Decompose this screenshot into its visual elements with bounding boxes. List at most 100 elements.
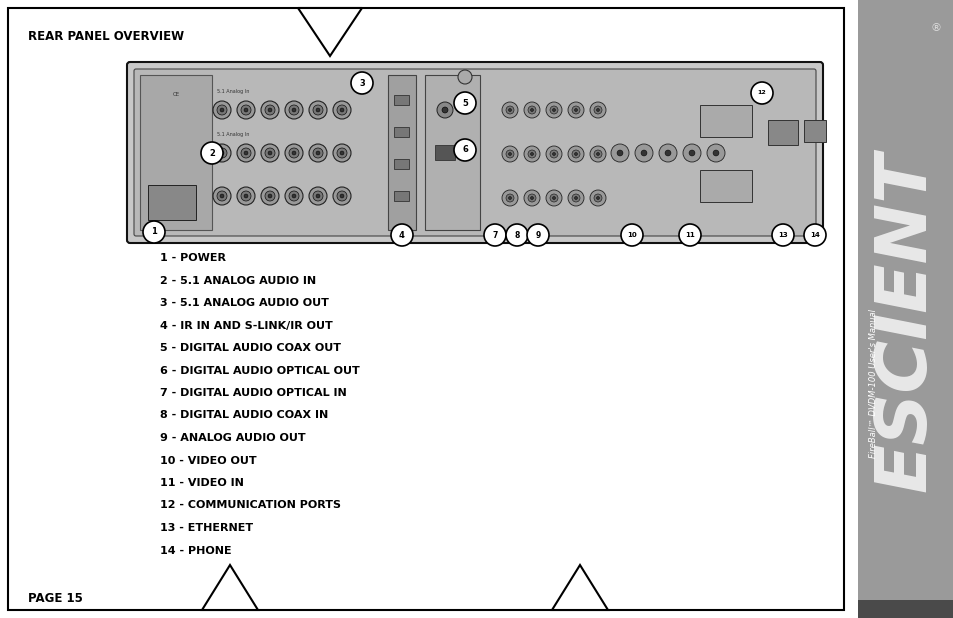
Circle shape — [550, 106, 558, 114]
Circle shape — [545, 146, 561, 162]
Circle shape — [803, 224, 825, 246]
Polygon shape — [202, 565, 257, 610]
Text: 3 - 5.1 ANALOG AUDIO OUT: 3 - 5.1 ANALOG AUDIO OUT — [160, 298, 329, 308]
Text: 12 - COMMUNICATION PORTS: 12 - COMMUNICATION PORTS — [160, 501, 340, 510]
Circle shape — [659, 144, 677, 162]
Circle shape — [567, 102, 583, 118]
Text: 7 - DIGITAL AUDIO OPTICAL IN: 7 - DIGITAL AUDIO OPTICAL IN — [160, 388, 346, 398]
Circle shape — [339, 151, 344, 155]
Circle shape — [241, 105, 251, 115]
Bar — [700, 170, 751, 202]
Polygon shape — [552, 565, 607, 610]
Text: 10: 10 — [626, 232, 637, 238]
Circle shape — [292, 194, 295, 198]
Circle shape — [244, 108, 248, 112]
Circle shape — [530, 153, 533, 156]
Circle shape — [664, 150, 670, 156]
Circle shape — [526, 224, 548, 246]
Bar — [857, 600, 953, 618]
Text: 2: 2 — [209, 148, 214, 158]
Circle shape — [589, 146, 605, 162]
Circle shape — [501, 190, 517, 206]
Text: 12: 12 — [757, 90, 765, 96]
Circle shape — [679, 224, 700, 246]
Circle shape — [640, 150, 646, 156]
Circle shape — [501, 146, 517, 162]
Text: 1 - POWER: 1 - POWER — [160, 253, 226, 263]
Circle shape — [545, 102, 561, 118]
Circle shape — [567, 190, 583, 206]
Circle shape — [457, 70, 472, 84]
Circle shape — [241, 191, 251, 201]
Circle shape — [244, 151, 248, 155]
Circle shape — [244, 194, 248, 198]
Circle shape — [508, 153, 511, 156]
Circle shape — [265, 191, 274, 201]
FancyBboxPatch shape — [133, 69, 815, 236]
Circle shape — [505, 106, 514, 114]
Circle shape — [220, 151, 224, 155]
Circle shape — [336, 191, 347, 201]
Circle shape — [436, 102, 453, 118]
Circle shape — [391, 224, 413, 246]
Bar — [767, 120, 797, 145]
Circle shape — [527, 194, 536, 202]
Circle shape — [508, 109, 511, 111]
Circle shape — [552, 109, 555, 111]
Circle shape — [527, 106, 536, 114]
Circle shape — [216, 191, 227, 201]
Circle shape — [201, 142, 223, 164]
Circle shape — [268, 108, 272, 112]
Circle shape — [505, 194, 514, 202]
Text: 11: 11 — [684, 232, 694, 238]
Circle shape — [530, 197, 533, 200]
Circle shape — [292, 151, 295, 155]
Circle shape — [552, 197, 555, 200]
Circle shape — [596, 153, 598, 156]
Circle shape — [315, 194, 319, 198]
Circle shape — [527, 150, 536, 158]
Circle shape — [216, 105, 227, 115]
Circle shape — [285, 144, 303, 162]
Circle shape — [216, 148, 227, 158]
Circle shape — [574, 153, 577, 156]
Circle shape — [596, 197, 598, 200]
Text: 8 - DIGITAL AUDIO COAX IN: 8 - DIGITAL AUDIO COAX IN — [160, 410, 328, 420]
Circle shape — [309, 144, 327, 162]
Text: 8: 8 — [514, 231, 519, 240]
Circle shape — [574, 109, 577, 111]
Bar — [394, 127, 409, 137]
Circle shape — [617, 150, 622, 156]
Circle shape — [610, 144, 628, 162]
Circle shape — [706, 144, 724, 162]
Text: 14: 14 — [809, 232, 819, 238]
Text: 2 - 5.1 ANALOG AUDIO IN: 2 - 5.1 ANALOG AUDIO IN — [160, 276, 315, 286]
Circle shape — [261, 187, 278, 205]
Circle shape — [505, 224, 527, 246]
Bar — [700, 105, 751, 137]
Text: ®: ® — [929, 23, 941, 33]
Circle shape — [339, 194, 344, 198]
Bar — [394, 95, 409, 105]
Circle shape — [523, 146, 539, 162]
Circle shape — [620, 224, 642, 246]
Circle shape — [594, 106, 601, 114]
Circle shape — [572, 194, 579, 202]
Bar — [388, 75, 416, 230]
Circle shape — [336, 148, 347, 158]
Circle shape — [552, 153, 555, 156]
Circle shape — [545, 190, 561, 206]
Text: FireBall™ DVDM-100 User's Manual: FireBall™ DVDM-100 User's Manual — [868, 308, 878, 458]
Bar — [394, 191, 409, 201]
Circle shape — [771, 224, 793, 246]
Circle shape — [750, 82, 772, 104]
Circle shape — [313, 148, 323, 158]
Text: 5 - DIGITAL AUDIO COAX OUT: 5 - DIGITAL AUDIO COAX OUT — [160, 343, 340, 353]
Text: 5: 5 — [461, 98, 468, 108]
Circle shape — [550, 194, 558, 202]
Circle shape — [289, 148, 298, 158]
Circle shape — [241, 148, 251, 158]
Circle shape — [501, 102, 517, 118]
Circle shape — [213, 144, 231, 162]
Circle shape — [596, 109, 598, 111]
